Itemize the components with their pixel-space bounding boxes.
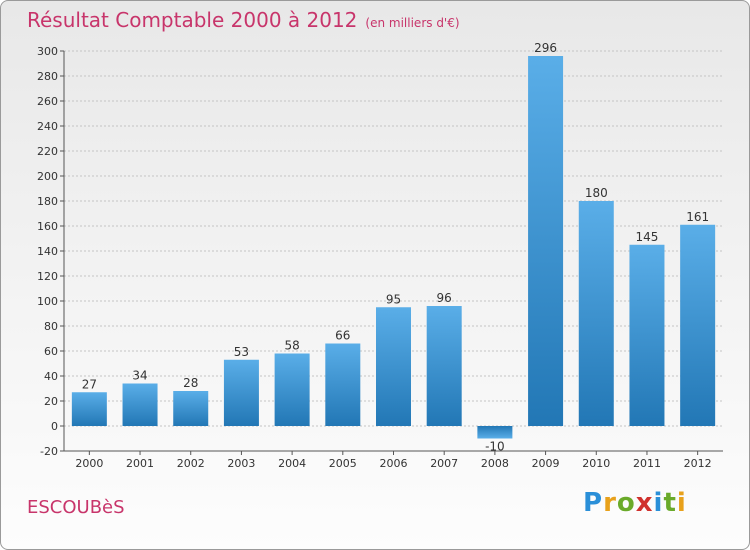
y-tick-label: -20: [40, 445, 58, 458]
bar-2012: [680, 224, 716, 426]
value-label-2000: 27: [82, 377, 97, 391]
bar-2000: [71, 392, 107, 426]
y-tick-label: 200: [37, 170, 58, 183]
value-label-2010: 180: [585, 186, 608, 200]
y-tick-label: 220: [37, 145, 58, 158]
value-label-2001: 34: [132, 369, 147, 383]
bar-2009: [528, 56, 564, 426]
value-label-2009: 296: [534, 41, 557, 55]
x-tick-label-2005: 2005: [329, 457, 357, 470]
bar-2005: [325, 343, 361, 426]
y-tick-label: 180: [37, 195, 58, 208]
x-tick-label-2004: 2004: [278, 457, 306, 470]
y-tick-label: 20: [44, 395, 58, 408]
bar-2001: [122, 383, 158, 426]
y-tick-label: 80: [44, 320, 58, 333]
y-tick-label: 60: [44, 345, 58, 358]
town-name: ESCOUBèS: [27, 497, 125, 518]
logo-letter: i: [676, 488, 687, 518]
x-tick-label-2000: 2000: [75, 457, 103, 470]
chart-title-text: Résultat Comptable 2000 à 2012: [27, 8, 358, 32]
bar-2011: [629, 244, 665, 426]
value-label-2012: 161: [686, 210, 709, 224]
x-tick-label-2008: 2008: [481, 457, 509, 470]
logo-letter: i: [653, 488, 664, 518]
value-label-2006: 95: [386, 292, 401, 306]
bar-2004: [274, 353, 310, 426]
bar-2008: [477, 426, 513, 439]
logo-letter: x: [635, 488, 654, 518]
value-label-2005: 66: [335, 329, 350, 343]
x-tick-label-2007: 2007: [430, 457, 458, 470]
proxiti-logo[interactable]: Proxiti: [583, 488, 687, 518]
x-tick-label-2006: 2006: [380, 457, 408, 470]
y-tick-label: 160: [37, 220, 58, 233]
logo-letter: P: [583, 488, 604, 518]
y-tick-label: 100: [37, 295, 58, 308]
bar-2010: [578, 201, 614, 426]
logo-letter: t: [663, 488, 677, 518]
chart-subtitle: (en milliers d'€): [365, 16, 460, 30]
x-tick-label-2009: 2009: [532, 457, 560, 470]
x-tick-label-2011: 2011: [633, 457, 661, 470]
chart-title: Résultat Comptable 2000 à 2012 (en millie…: [27, 8, 460, 32]
bar-2006: [376, 307, 411, 426]
y-tick-label: 280: [37, 70, 58, 83]
value-label-2002: 28: [183, 376, 198, 390]
value-label-2004: 58: [284, 339, 299, 353]
y-tick-label: 260: [37, 95, 58, 108]
y-tick-label: 300: [37, 45, 58, 58]
x-tick-label-2001: 2001: [126, 457, 154, 470]
bar-2007: [426, 306, 462, 426]
logo-letter: r: [603, 488, 617, 518]
value-label-2011: 145: [636, 230, 659, 244]
bar-2002: [173, 391, 209, 426]
x-tick-label-2002: 2002: [177, 457, 205, 470]
y-tick-label: 0: [51, 420, 58, 433]
x-tick-label-2003: 2003: [227, 457, 255, 470]
value-label-2003: 53: [234, 345, 249, 359]
y-tick-label: 240: [37, 120, 58, 133]
logo-letter: o: [616, 488, 636, 518]
value-label-2007: 96: [437, 291, 452, 305]
x-tick-label-2010: 2010: [582, 457, 610, 470]
y-tick-label: 140: [37, 245, 58, 258]
value-label-2008: -10: [485, 440, 505, 454]
x-tick-label-2012: 2012: [684, 457, 712, 470]
y-tick-label: 120: [37, 270, 58, 283]
bar-2003: [223, 359, 259, 426]
y-tick-label: 40: [44, 370, 58, 383]
